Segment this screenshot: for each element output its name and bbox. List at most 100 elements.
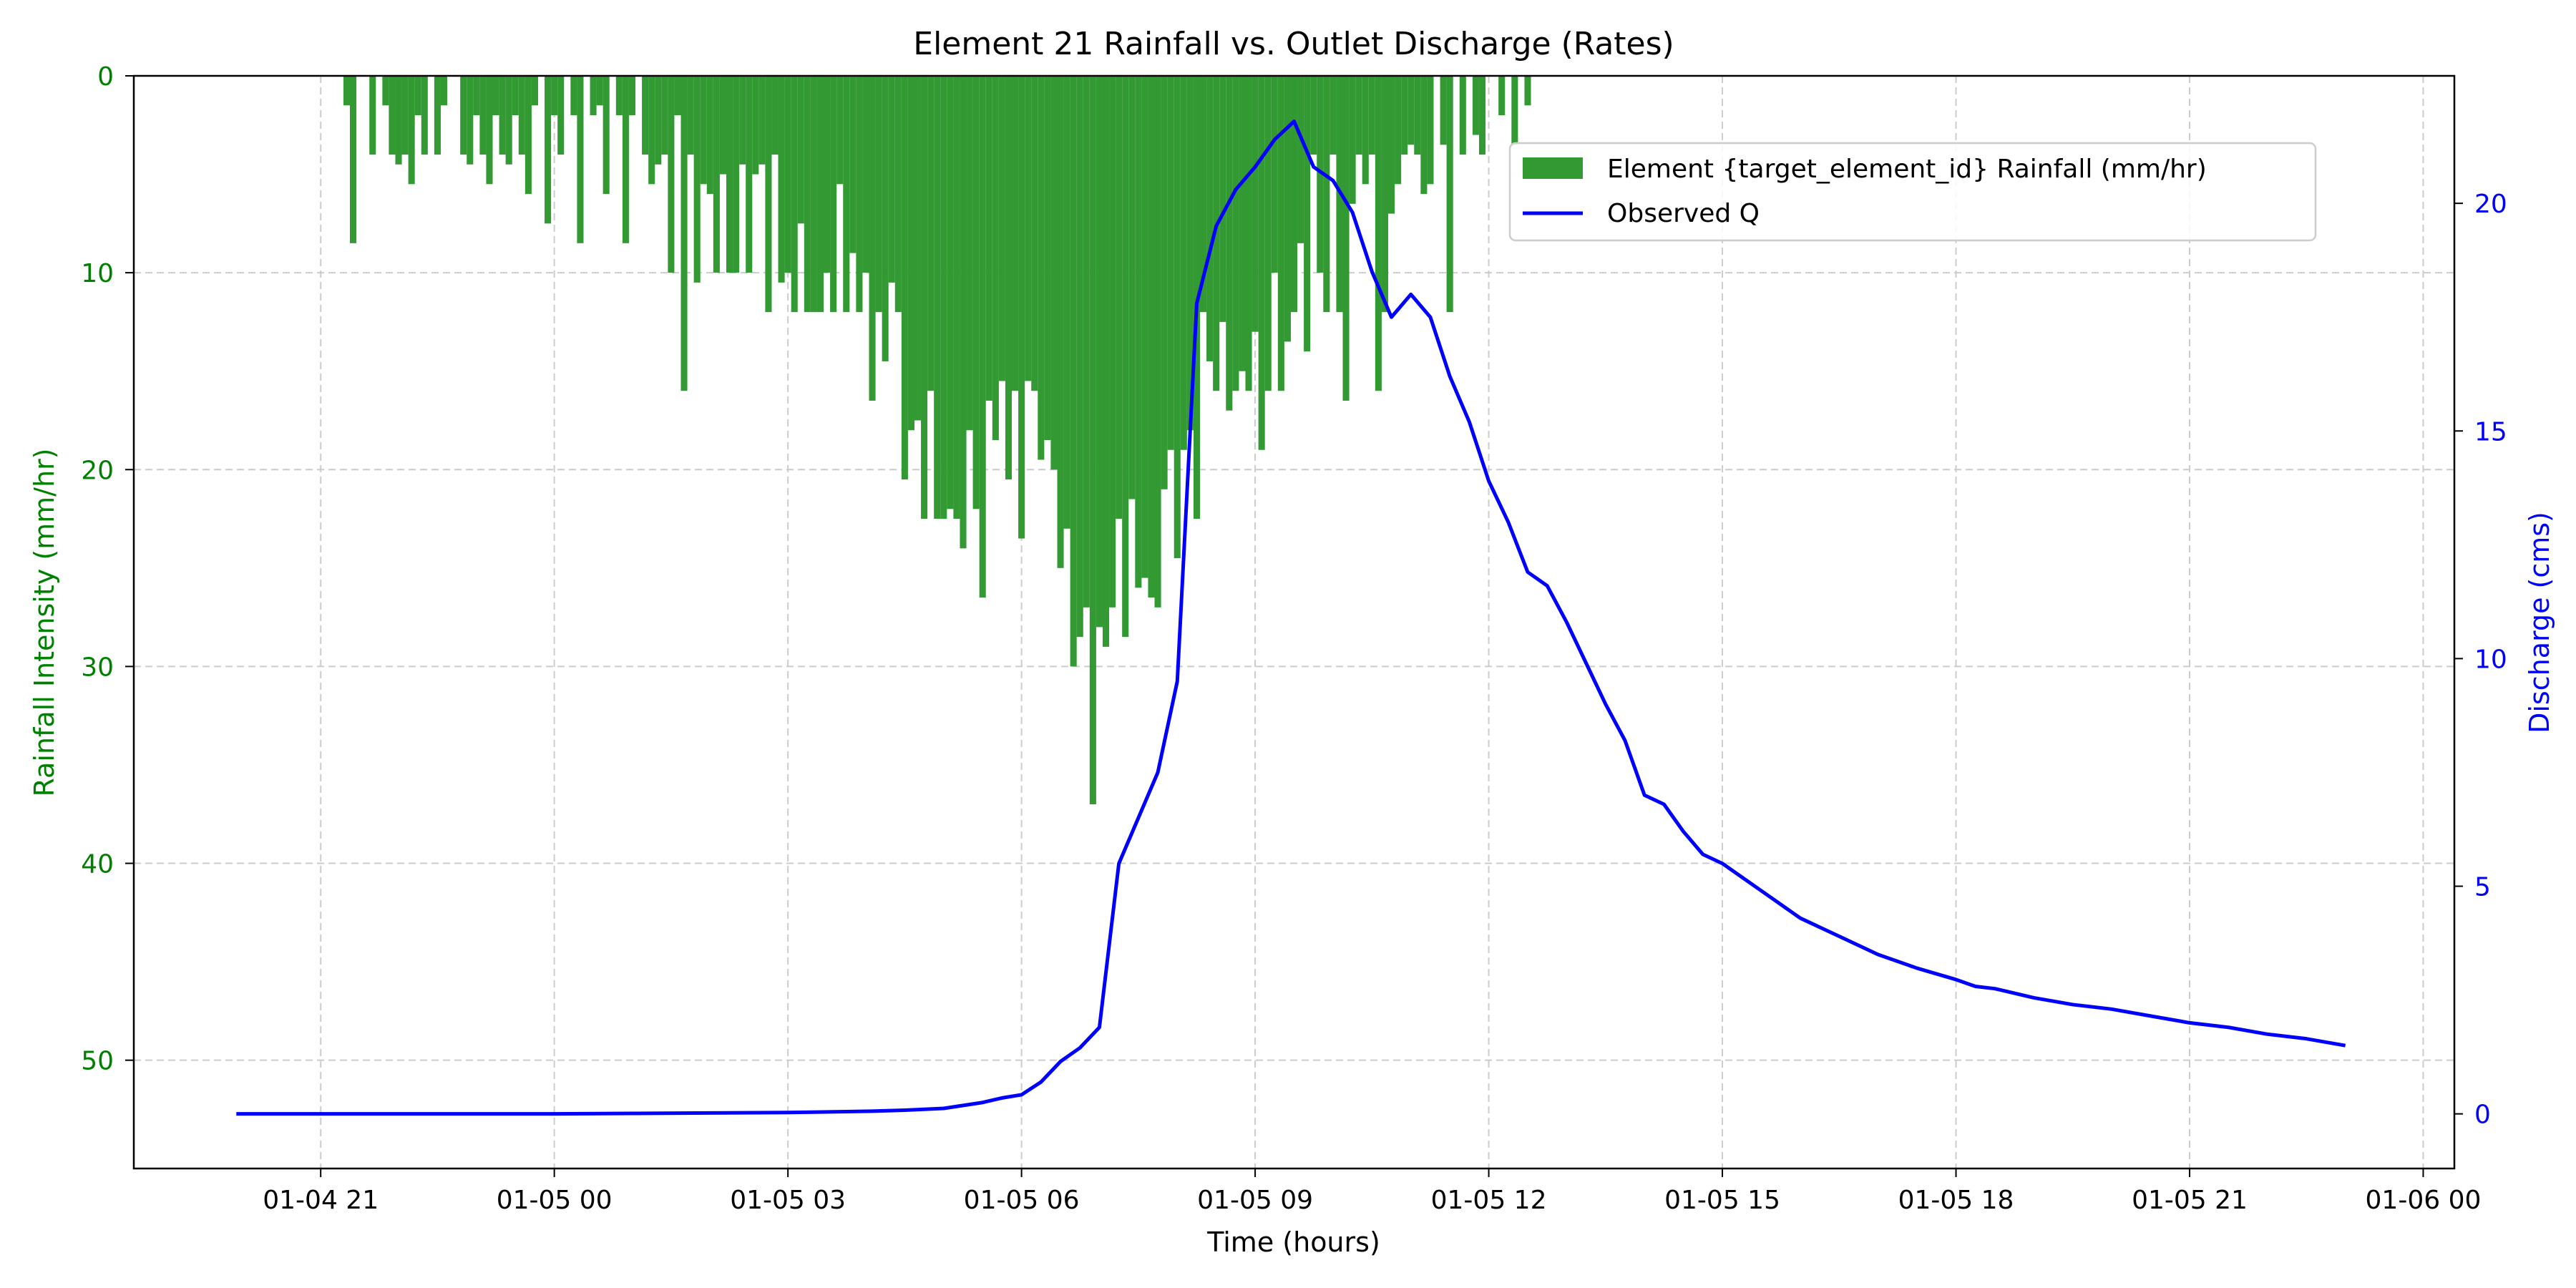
right-y-axis-title: Discharge (cms) xyxy=(2524,512,2555,733)
rainfall-bar xyxy=(349,76,357,243)
x-axis-title: Time (hours) xyxy=(1206,1226,1380,1258)
legend: Element {target_element_id} Rainfall (mm… xyxy=(1508,142,2317,242)
rainfall-bar xyxy=(414,76,421,116)
discharge-line xyxy=(236,119,2346,1116)
x-tick-label: 01-05 15 xyxy=(1664,1186,1780,1215)
x-axis: 01-04 21 01-05 00 01-05 03 01-05 06 01-05 09… xyxy=(263,1169,2481,1215)
rainfall-bar xyxy=(849,76,857,253)
rainfall-bar xyxy=(1076,76,1083,638)
rainfall-bar xyxy=(1446,76,1453,313)
rainfall-bar xyxy=(810,76,817,313)
rainfall-bar xyxy=(1407,76,1415,145)
x-tick-label: 01-05 12 xyxy=(1431,1186,1547,1215)
left-y-tick-label: 40 xyxy=(81,850,114,879)
rainfall-bar xyxy=(1038,76,1045,460)
rainfall-bar xyxy=(765,76,772,313)
rainfall-bar xyxy=(739,76,746,165)
rainfall-bar xyxy=(733,76,740,273)
x-tick-label: 01-05 21 xyxy=(2132,1186,2248,1215)
rainfall-bar xyxy=(1304,76,1311,352)
rainfall-bar xyxy=(1206,76,1214,361)
rainfall-bar xyxy=(389,76,396,155)
rainfall-bar xyxy=(1180,76,1187,450)
rainfall-bar xyxy=(1498,76,1506,116)
rainfall-bar xyxy=(1524,76,1531,106)
rainfall-bar xyxy=(615,76,623,116)
rainfall-bar xyxy=(479,76,487,155)
rainfall-bar xyxy=(1317,76,1324,273)
rainfall-bar xyxy=(680,76,688,391)
rainfall-bar xyxy=(518,76,525,155)
rainfall-bar xyxy=(1284,76,1291,342)
right-y-tick-label: 15 xyxy=(2474,417,2507,447)
rainfall-bar xyxy=(784,76,791,273)
rainfall-bar xyxy=(947,76,954,509)
rainfall-bar xyxy=(1109,76,1116,608)
rainfall-bar xyxy=(343,76,350,106)
rainfall-bar xyxy=(369,76,376,155)
left-y-tick-label: 0 xyxy=(97,62,114,92)
rainfall-bar xyxy=(1232,76,1239,391)
rainfall-bar xyxy=(1271,76,1278,273)
x-tick-label: 01-04 21 xyxy=(263,1186,379,1215)
rainfall-bar xyxy=(467,76,474,165)
rainfall-bar xyxy=(545,76,552,224)
rainfall-bar xyxy=(421,76,428,155)
rainfall-bars xyxy=(343,76,1531,804)
rainfall-bar xyxy=(1089,76,1096,804)
rainfall-bar xyxy=(1025,76,1032,381)
rainfall-bar xyxy=(940,76,947,519)
rainfall-bar xyxy=(531,76,538,106)
rainfall-bar xyxy=(862,76,869,273)
rainfall-bar xyxy=(816,76,824,313)
rainfall-bar xyxy=(505,76,512,165)
rainfall-bar xyxy=(894,76,902,313)
rainfall-bar xyxy=(791,76,798,313)
rainfall-bar xyxy=(1135,76,1142,588)
left-y-axis: 0 10 20 30 40 50 xyxy=(81,62,134,1076)
rainfall-bar xyxy=(1005,76,1013,480)
rainfall-bar xyxy=(1174,76,1181,559)
rainfall-bar xyxy=(499,76,506,155)
rainfall-bar xyxy=(1375,76,1382,391)
rainfall-bar xyxy=(1381,76,1388,313)
x-tick-label: 01-05 18 xyxy=(1898,1186,2014,1215)
rainfall-bar xyxy=(972,76,980,509)
rainfall-bar xyxy=(998,76,1005,381)
rainfall-bar xyxy=(843,76,850,313)
rainfall-bar xyxy=(1083,76,1090,608)
rainfall-bar xyxy=(1401,76,1408,155)
rainfall-bar xyxy=(648,76,655,185)
rainfall-bar xyxy=(830,76,837,313)
rainfall-bar xyxy=(966,76,973,431)
x-tick-label: 01-05 09 xyxy=(1197,1186,1313,1215)
rainfall-bar xyxy=(395,76,402,165)
left-y-tick-label: 20 xyxy=(81,456,114,485)
rainfall-bar xyxy=(1219,76,1226,322)
rainfall-bar xyxy=(914,76,922,421)
rainfall-bar xyxy=(557,76,565,155)
rainfall-bar xyxy=(525,76,532,195)
rainfall-bar xyxy=(590,76,597,116)
rainfall-bar xyxy=(473,76,480,116)
rainfall-bar xyxy=(726,76,733,273)
rainfall-bar xyxy=(408,76,415,185)
rainfall-bar xyxy=(1323,76,1330,313)
rainfall-bar xyxy=(1349,76,1356,204)
rainfall-bar xyxy=(577,76,584,243)
x-tick-label: 01-05 03 xyxy=(730,1186,846,1215)
rainfall-bar xyxy=(927,76,935,391)
legend-discharge-label: Observed Q xyxy=(1607,199,1760,228)
rainfall-bar xyxy=(882,76,889,361)
right-y-tick-label: 5 xyxy=(2474,873,2491,902)
left-y-tick-label: 30 xyxy=(81,653,114,682)
rainfall-bar xyxy=(1258,76,1265,450)
x-tick-label: 01-05 06 xyxy=(964,1186,1080,1215)
rainfall-bar xyxy=(1161,76,1168,489)
right-y-axis: 0 5 10 15 20 xyxy=(2454,190,2507,1130)
right-y-tick-label: 0 xyxy=(2474,1101,2491,1130)
rainfall-bar xyxy=(985,76,992,401)
rainfall-bar xyxy=(1239,76,1246,371)
rainfall-bar xyxy=(713,76,720,273)
rainfall-bar xyxy=(460,76,467,155)
